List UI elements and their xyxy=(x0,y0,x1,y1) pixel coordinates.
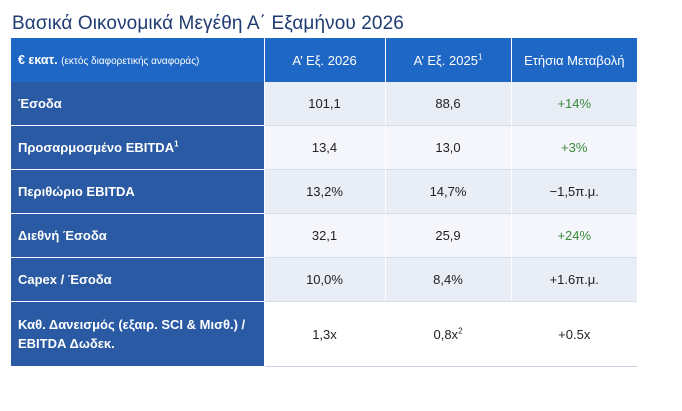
value-text: 8,4% xyxy=(433,272,463,287)
page-title: Βασικά Οικονομικά Μεγέθη Α΄ Εξαμήνου 202… xyxy=(12,13,404,34)
row-label: Καθ. Δανεισμός (εξαιρ. SCI & Μισθ.) / EB… xyxy=(11,301,265,367)
value-text: 13,0 xyxy=(435,140,461,155)
value-h1-2026: 13,4 xyxy=(264,125,386,170)
value-h1-2025: 0,8x2 xyxy=(385,301,512,367)
value-annual-change: +3% xyxy=(511,125,637,170)
value-h1-2025: 13,0 xyxy=(385,125,512,170)
footnote-marker: 1 xyxy=(174,139,179,149)
value-h1-2025: 8,4% xyxy=(385,257,512,302)
row-label: Έσοδα xyxy=(11,82,265,126)
column-header-label: Α’ Εξ. 2026 xyxy=(292,52,357,68)
value-h1-2026: 101,1 xyxy=(264,82,386,126)
value-text: 14,7% xyxy=(429,184,467,199)
table-row: Capex / Έσοδα 10,0% 8,4% +1.6π.μ. xyxy=(11,257,637,302)
row-label: Περιθώριο EBITDA xyxy=(11,169,265,214)
value-text: 88,6 xyxy=(435,96,461,111)
column-header-h1-2025: Α’ Εξ. 20251 xyxy=(385,38,512,82)
row-label-text: Περιθώριο EBITDA xyxy=(18,184,135,199)
row-label: Διεθνή Έσοδα xyxy=(11,213,265,258)
value-h1-2025: 25,9 xyxy=(385,213,512,258)
value-h1-2026: 32,1 xyxy=(264,213,386,258)
value-annual-change: +14% xyxy=(511,82,637,126)
value-text: 25,9 xyxy=(435,228,461,243)
table-header-row: € εκατ. (εκτός διαφορετικής αναφοράς) Α’… xyxy=(11,38,637,82)
unit-note: (εκτός διαφορετικής αναφοράς) xyxy=(61,56,200,67)
value-h1-2026: 1,3x xyxy=(264,301,386,367)
table-row: Διεθνή Έσοδα 32,1 25,9 +24% xyxy=(11,213,637,258)
row-label-text: Διεθνή Έσοδα xyxy=(18,228,107,243)
unit-label: € εκατ. xyxy=(18,53,58,67)
row-label-text: Capex / Έσοδα xyxy=(18,272,112,287)
row-label-text: Προσαρμοσμένο EBITDA xyxy=(18,140,175,155)
financial-summary-table: € εκατ. (εκτός διαφορετικής αναφοράς) Α’… xyxy=(11,38,637,367)
table-row: Έσοδα 101,1 88,6 +14% xyxy=(11,82,637,126)
column-header-label: Α’ Εξ. 2025 xyxy=(413,52,478,68)
value-h1-2026: 13,2% xyxy=(264,169,386,214)
footnote-marker: 2 xyxy=(458,326,463,336)
row-label: Προσαρμοσμένο EBITDA1 xyxy=(11,125,265,170)
column-header-annual-change: Ετήσια Μεταβολή xyxy=(511,38,637,82)
value-h1-2026: 10,0% xyxy=(264,257,386,302)
value-annual-change: −1,5π.μ. xyxy=(511,169,637,214)
row-label-text: Έσοδα xyxy=(18,96,62,111)
row-label-text: Καθ. Δανεισμός (εξαιρ. SCI & Μισθ.) / EB… xyxy=(18,317,246,351)
value-annual-change: +0.5x xyxy=(511,301,637,367)
value-h1-2025: 14,7% xyxy=(385,169,512,214)
row-label: Capex / Έσοδα xyxy=(11,257,265,302)
table-row: Προσαρμοσμένο EBITDA1 13,4 13,0 +3% xyxy=(11,125,637,170)
footnote-marker: 1 xyxy=(477,52,483,62)
value-text: 0,8x xyxy=(433,326,459,342)
value-annual-change: +1.6π.μ. xyxy=(511,257,637,302)
column-header-h1-2026: Α’ Εξ. 2026 xyxy=(264,38,386,82)
value-h1-2025: 88,6 xyxy=(385,82,512,126)
column-header-label: Ετήσια Μεταβολή xyxy=(524,52,625,68)
table-row: Περιθώριο EBITDA 13,2% 14,7% −1,5π.μ. xyxy=(11,169,637,214)
value-annual-change: +24% xyxy=(511,213,637,258)
unit-header: € εκατ. (εκτός διαφορετικής αναφοράς) xyxy=(11,38,265,82)
table-row: Καθ. Δανεισμός (εξαιρ. SCI & Μισθ.) / EB… xyxy=(11,301,637,367)
